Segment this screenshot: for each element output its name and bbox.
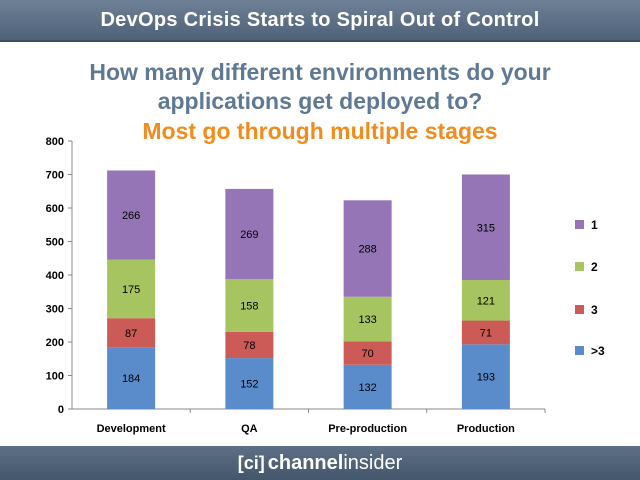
data-label: 87 xyxy=(125,328,137,340)
bar-segment xyxy=(225,358,274,409)
legend-swatch xyxy=(575,346,584,355)
bar-segment xyxy=(343,296,392,342)
bar-segment xyxy=(107,170,156,260)
bar-segment xyxy=(225,279,274,332)
bar-segment xyxy=(225,188,274,280)
bar-segment xyxy=(461,280,510,321)
channel-insider-logo: channelinsider xyxy=(268,452,403,475)
data-label: 133 xyxy=(358,314,376,326)
footer-bar: [ci] channelinsider xyxy=(0,446,640,480)
y-tick-label: 200 xyxy=(46,337,64,349)
data-label: 71 xyxy=(480,327,492,339)
data-label: 269 xyxy=(240,229,258,241)
question-line-2: applications get deployed to? xyxy=(157,88,483,114)
x-tick-label: Pre-production xyxy=(328,423,407,435)
x-tick-label: Production xyxy=(457,423,515,435)
x-tick-label: Development xyxy=(97,423,166,435)
bar-segment xyxy=(343,364,392,409)
legend-swatch xyxy=(575,305,584,314)
title-banner: DevOps Crisis Starts to Spiral Out of Co… xyxy=(0,0,640,42)
bar-segment xyxy=(343,341,392,365)
bar-segment xyxy=(461,174,510,281)
chart-subhead: Most go through multiple stages xyxy=(142,118,498,144)
data-label: 78 xyxy=(243,340,255,352)
y-tick-label: 700 xyxy=(46,170,64,182)
data-label: 175 xyxy=(122,284,140,296)
bar-segment xyxy=(107,259,156,319)
logo-word-channel: channel xyxy=(267,451,344,474)
y-tick-label: 600 xyxy=(46,203,64,215)
data-label: 288 xyxy=(358,244,376,256)
data-label: 121 xyxy=(477,295,495,307)
x-tick-label: QA xyxy=(241,423,258,435)
data-label: 266 xyxy=(122,210,140,222)
data-label: 152 xyxy=(240,379,258,391)
y-tick-label: 800 xyxy=(46,136,64,148)
legend-label: 3 xyxy=(591,303,598,317)
bar-segment xyxy=(461,344,510,409)
bar-segment xyxy=(107,347,156,409)
legend-label: 2 xyxy=(591,260,598,274)
data-label: 132 xyxy=(358,382,376,394)
question-line-1: How many different environments do your xyxy=(89,59,551,85)
data-label: 158 xyxy=(240,300,258,312)
y-tick-label: 300 xyxy=(46,304,64,316)
y-tick-label: 100 xyxy=(46,371,64,383)
bar-segment xyxy=(343,200,392,297)
bar-segment xyxy=(107,318,156,348)
channel-insider-logo-mark: [ci] xyxy=(237,452,265,473)
data-label: 193 xyxy=(477,372,495,384)
logo-word-insider: insider xyxy=(343,451,403,474)
data-label: 184 xyxy=(122,373,140,385)
legend-label: >3 xyxy=(591,344,605,358)
question-text: How many different environments do your … xyxy=(0,58,640,116)
page-title: DevOps Crisis Starts to Spiral Out of Co… xyxy=(100,8,540,31)
legend-swatch xyxy=(575,262,584,271)
legend-swatch xyxy=(575,220,584,229)
y-tick-label: 0 xyxy=(58,404,64,416)
y-tick-label: 400 xyxy=(46,270,64,282)
bar-segment xyxy=(461,320,510,345)
bar-segment xyxy=(225,331,274,359)
legend-label: 1 xyxy=(591,218,598,232)
data-label: 70 xyxy=(362,348,374,360)
y-tick-label: 500 xyxy=(46,237,64,249)
data-label: 315 xyxy=(477,222,495,234)
